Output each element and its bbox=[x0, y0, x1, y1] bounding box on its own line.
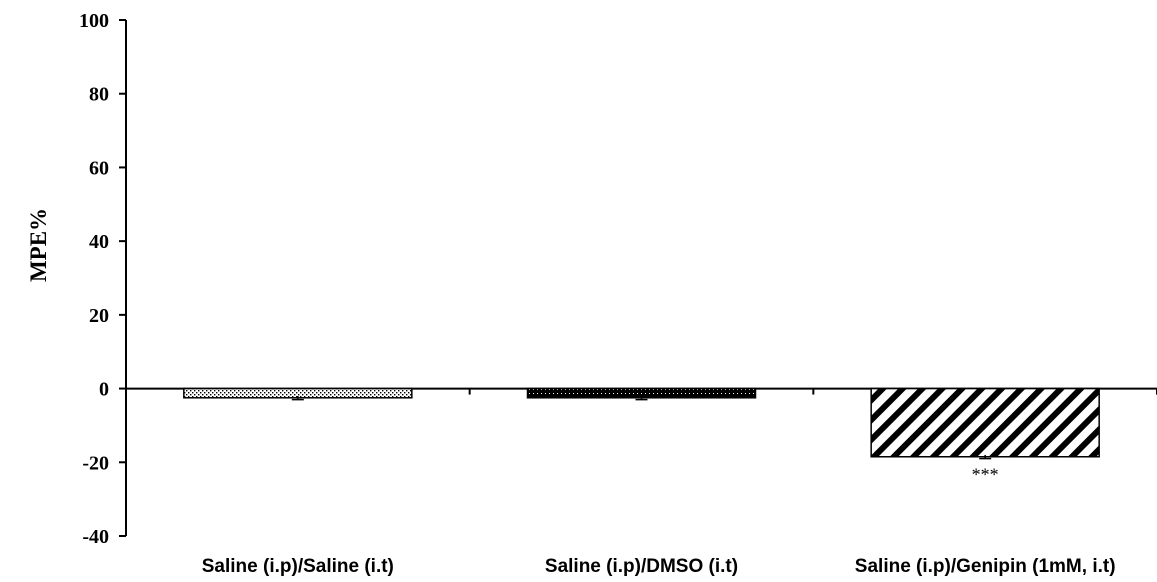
y-tick-label: 60 bbox=[89, 157, 109, 179]
bar bbox=[870, 387, 1100, 458]
y-tick-label: 100 bbox=[79, 10, 109, 32]
y-tick-label: -20 bbox=[82, 452, 109, 474]
y-tick-label: 80 bbox=[89, 84, 109, 106]
y-tick-label: 40 bbox=[89, 231, 109, 253]
category-label: Saline (i.p)/Genipin (1mM, i.t) bbox=[855, 556, 1116, 577]
y-tick-label: -40 bbox=[82, 526, 109, 548]
y-axis-title: MPE% bbox=[26, 208, 51, 282]
category-label: Saline (i.p)/Saline (i.t) bbox=[202, 556, 394, 577]
y-tick-label: 0 bbox=[99, 379, 109, 401]
y-tick-label: 20 bbox=[89, 305, 109, 327]
significance-label: *** bbox=[972, 465, 999, 485]
category-label: Saline (i.p)/DMSO (i.t) bbox=[545, 556, 738, 577]
